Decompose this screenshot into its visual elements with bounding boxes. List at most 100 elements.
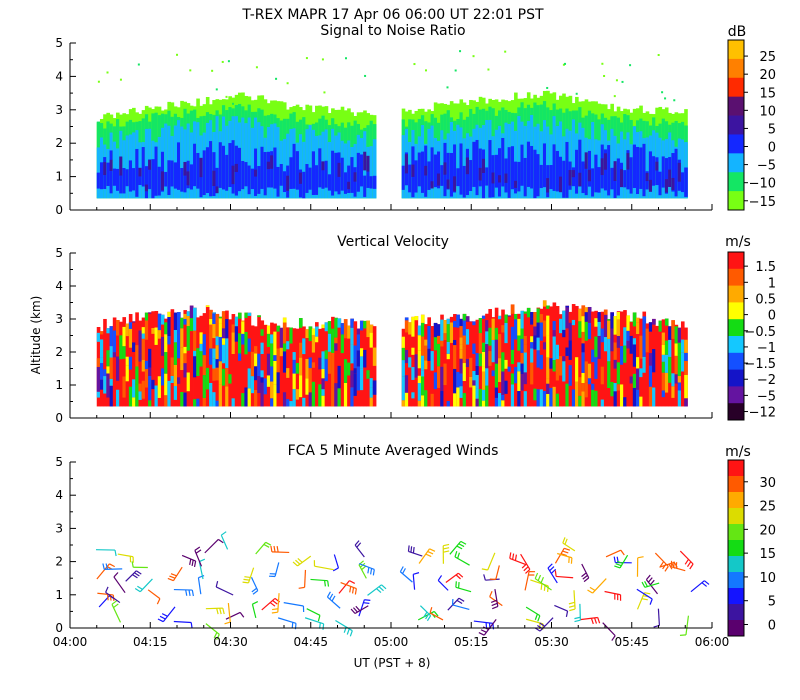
velocity-cell <box>664 372 669 393</box>
snr-cell <box>610 128 614 199</box>
velocity-cell <box>305 358 310 379</box>
velocity-cell <box>154 310 159 407</box>
snr-cell <box>369 146 374 199</box>
velocity-cell <box>260 382 265 407</box>
velocity-cell <box>215 345 220 360</box>
velocity-cell <box>404 320 409 333</box>
snr-cell <box>173 125 178 199</box>
snr-cell <box>420 151 425 193</box>
velocity-cell <box>642 348 647 357</box>
velocity-cell <box>196 398 200 407</box>
velocity-cell <box>257 375 261 394</box>
snr-cell <box>241 160 245 190</box>
velocity-cell <box>514 313 518 407</box>
wind-barb-flag <box>583 577 590 583</box>
snr-cell <box>517 116 521 199</box>
velocity-cell <box>225 386 229 407</box>
colorbar-label: 0 <box>768 141 776 156</box>
wind-barb-flag <box>242 581 249 584</box>
snr-cell <box>212 170 216 187</box>
velocity-cell <box>542 320 547 337</box>
snr-cell <box>481 149 486 199</box>
velocity-cell <box>459 318 464 327</box>
velocity-cell <box>642 316 647 333</box>
wind-barb-flag <box>509 552 512 559</box>
velocity-cell <box>295 363 300 374</box>
velocity-cell <box>295 389 300 400</box>
velocity-cell <box>427 326 431 349</box>
wind-barb-flag <box>597 617 601 624</box>
snr-cell <box>340 157 345 191</box>
velocity-cell <box>279 347 284 357</box>
velocity-cell <box>616 384 621 391</box>
velocity-cell <box>446 401 451 407</box>
velocity-cell <box>189 305 194 319</box>
snr-cell <box>491 172 496 184</box>
wind-barb-flag <box>102 563 105 570</box>
wind-barb-flag <box>456 599 463 604</box>
wind-barb-flag <box>367 567 370 574</box>
wind-barb-shaft <box>306 608 321 616</box>
velocity-cell <box>292 373 297 390</box>
velocity-cell <box>632 320 637 327</box>
velocity-cell <box>241 321 245 334</box>
velocity-cell <box>109 378 114 386</box>
velocity-cell <box>478 333 483 354</box>
velocity-cell <box>404 375 409 393</box>
velocity-cell <box>491 370 496 377</box>
velocity-cell <box>308 392 313 407</box>
wind-barb-flag <box>457 552 461 559</box>
velocity-cell <box>260 320 265 407</box>
velocity-cell <box>533 388 537 401</box>
snr-noise-speck <box>613 95 616 98</box>
velocity-cell <box>266 333 271 347</box>
velocity-cell <box>173 386 178 400</box>
snr-cell <box>600 158 605 176</box>
snr-cell <box>549 164 553 190</box>
velocity-cell <box>677 382 682 391</box>
colorbar-label: −5 <box>757 159 776 174</box>
velocity-cell <box>568 322 573 341</box>
velocity-cell <box>128 386 133 407</box>
velocity-cell <box>488 327 492 346</box>
snr-cell <box>488 140 492 198</box>
colorbar-label: 30 <box>759 476 776 491</box>
velocity-cell <box>456 314 460 407</box>
velocity-cell <box>260 370 265 378</box>
velocity-cell <box>103 376 107 394</box>
colorbar-label: 20 <box>759 523 776 538</box>
velocity-cell <box>498 358 502 383</box>
velocity-cell <box>607 320 611 339</box>
velocity-cell <box>289 401 293 407</box>
snr-cell <box>263 152 268 196</box>
velocity-cell <box>616 335 621 348</box>
velocity-cell <box>498 334 502 359</box>
wind-barb-flag <box>251 587 258 593</box>
wind-barb-flag <box>332 567 339 572</box>
snr-cell <box>440 165 444 186</box>
wind-barb-flag <box>351 587 355 594</box>
snr-cell <box>170 160 175 187</box>
velocity-cell <box>661 390 666 398</box>
velocity-cell <box>260 329 265 336</box>
velocity-cell <box>507 315 512 317</box>
velocity-cell <box>584 312 589 322</box>
snr-cell <box>186 171 191 186</box>
velocity-cell <box>498 315 502 320</box>
velocity-cell <box>177 312 181 407</box>
velocity-cell <box>437 343 441 367</box>
snr-cell <box>562 160 566 198</box>
velocity-cell <box>103 369 107 377</box>
snr-cell <box>591 168 595 197</box>
velocity-cell <box>536 337 541 351</box>
snr-cell <box>671 153 675 192</box>
snr-cell <box>315 165 319 195</box>
snr-cell <box>318 148 322 188</box>
snr-cell <box>680 172 685 193</box>
y-tick-label: 0 <box>55 203 63 217</box>
velocity-cell <box>603 337 608 352</box>
velocity-cell <box>481 400 486 407</box>
wind-barb-flag <box>686 561 692 568</box>
velocity-cell <box>629 321 634 323</box>
velocity-cell <box>350 344 354 364</box>
